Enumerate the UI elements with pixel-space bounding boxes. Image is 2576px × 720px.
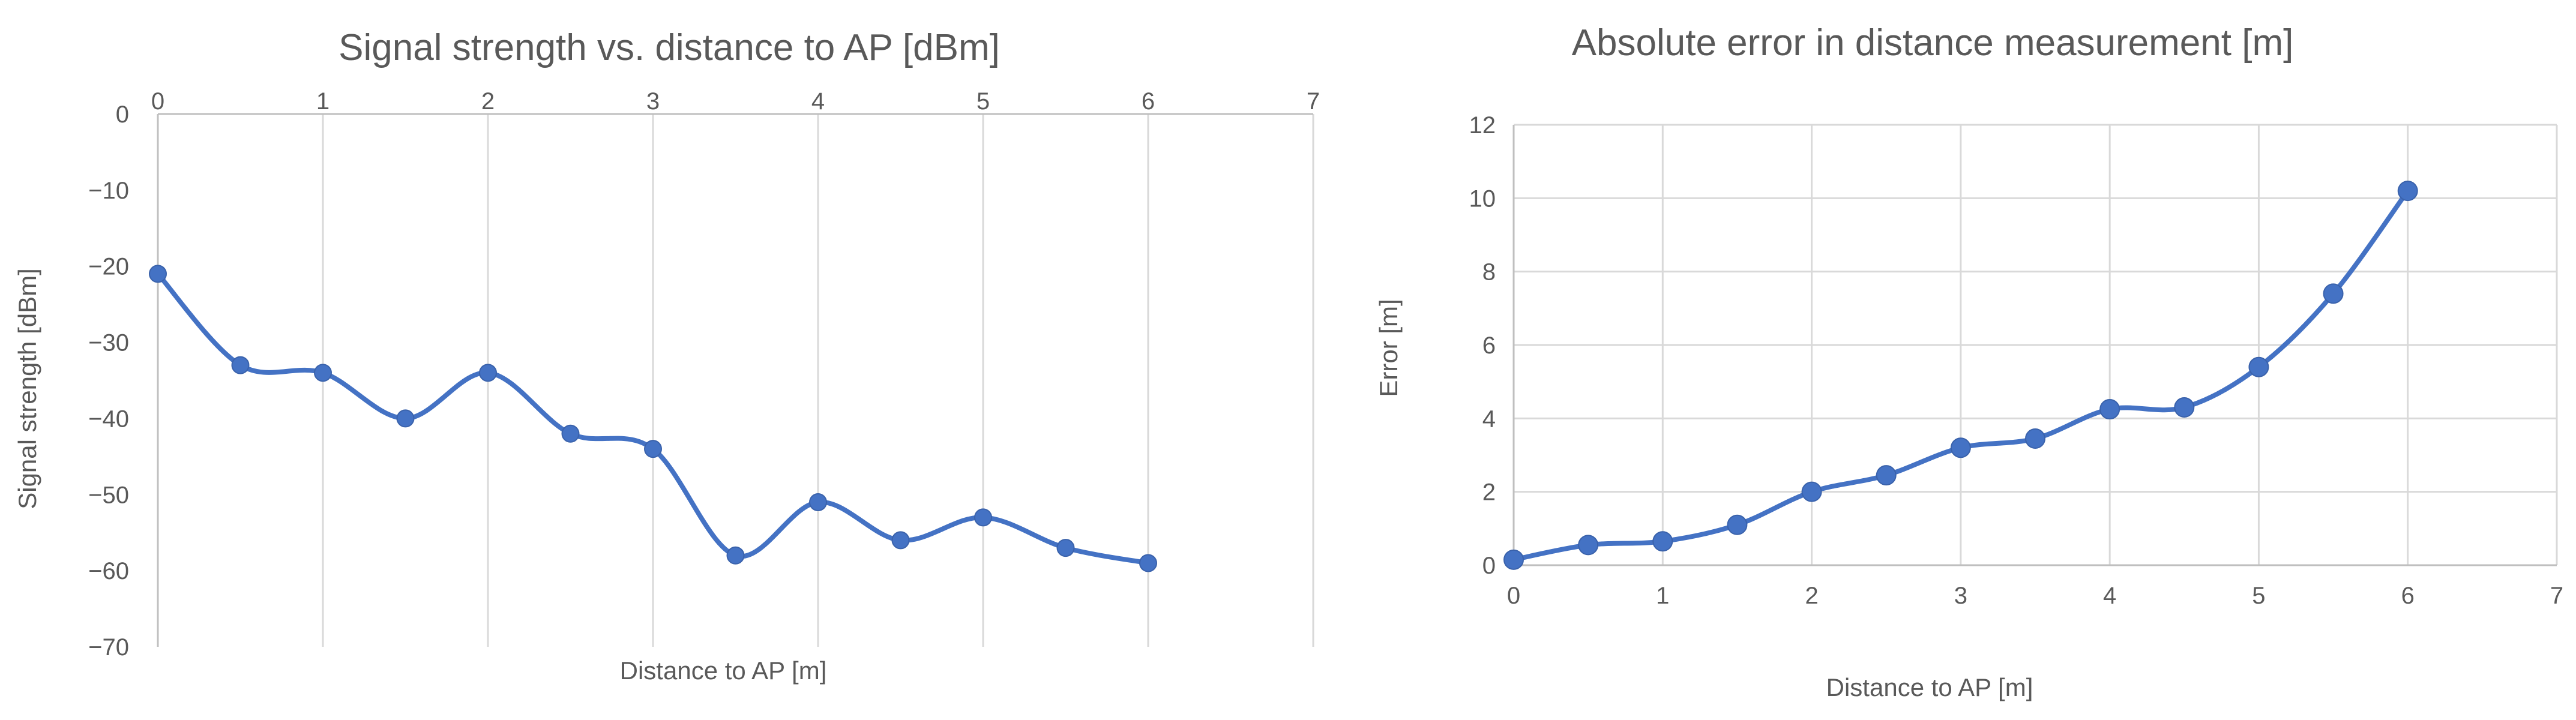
data-point bbox=[2248, 356, 2269, 377]
distance-error-chart: Absolute error in distance measurement [… bbox=[1374, 22, 2563, 701]
data-point bbox=[1950, 437, 1971, 458]
chart-title: Signal strength vs. distance to AP [dBm] bbox=[339, 27, 1000, 68]
y-tick-label: −60 bbox=[88, 558, 129, 584]
x-tick-label: 0 bbox=[151, 88, 164, 115]
data-point bbox=[809, 493, 827, 511]
data-point bbox=[1578, 535, 1599, 556]
data-point bbox=[561, 424, 580, 443]
data-point bbox=[1801, 481, 1822, 502]
x-axis-label: Distance to AP [m] bbox=[620, 656, 827, 685]
data-point bbox=[314, 364, 332, 382]
x-tick-label: 7 bbox=[1307, 88, 1320, 115]
y-axis-label: Signal strength [dBm] bbox=[13, 268, 41, 509]
x-tick-label: 3 bbox=[1954, 583, 1967, 609]
x-tick-label: 3 bbox=[646, 88, 660, 115]
x-tick-label: 5 bbox=[977, 88, 990, 115]
y-tick-label: 0 bbox=[1482, 553, 1496, 579]
y-tick-label: −10 bbox=[88, 178, 129, 204]
y-tick-label: 0 bbox=[116, 101, 129, 128]
data-point bbox=[1652, 531, 1673, 552]
data-point bbox=[1503, 549, 1524, 570]
y-tick-label: −50 bbox=[88, 482, 129, 508]
y-axis-label: Error [m] bbox=[1374, 299, 1403, 397]
x-axis-label: Distance to AP [m] bbox=[1826, 673, 2033, 701]
x-tick-label: 6 bbox=[1142, 88, 1155, 115]
x-tick-label: 4 bbox=[2103, 583, 2116, 609]
data-point bbox=[2323, 283, 2344, 304]
x-tick-label: 1 bbox=[316, 88, 330, 115]
data-point bbox=[1056, 539, 1075, 557]
data-point bbox=[1139, 554, 1157, 572]
data-point bbox=[2099, 399, 2120, 420]
data-point bbox=[2025, 428, 2045, 449]
y-tick-label: −40 bbox=[88, 406, 129, 432]
data-point bbox=[1876, 465, 1897, 486]
y-tick-label: 10 bbox=[1469, 185, 1496, 212]
x-tick-label: 1 bbox=[1656, 583, 1669, 609]
data-point bbox=[2397, 181, 2418, 202]
x-tick-label: 2 bbox=[481, 88, 495, 115]
data-point bbox=[396, 409, 415, 428]
data-point bbox=[479, 364, 497, 382]
y-tick-label: 8 bbox=[1482, 259, 1496, 286]
data-point bbox=[891, 531, 910, 550]
data-point bbox=[644, 440, 662, 458]
signal-strength-chart: Signal strength vs. distance to AP [dBm]… bbox=[13, 27, 1320, 685]
x-tick-label: 0 bbox=[1507, 583, 1520, 609]
x-tick-label: 4 bbox=[811, 88, 825, 115]
y-tick-label: 4 bbox=[1482, 406, 1496, 432]
y-tick-label: −30 bbox=[88, 330, 129, 356]
data-point bbox=[1727, 514, 1748, 535]
y-tick-label: 6 bbox=[1482, 332, 1496, 359]
data-point bbox=[149, 265, 167, 283]
y-tick-label: −20 bbox=[88, 254, 129, 280]
x-tick-label: 5 bbox=[2252, 583, 2265, 609]
y-tick-label: −70 bbox=[88, 634, 129, 661]
x-tick-label: 7 bbox=[2550, 583, 2563, 609]
y-tick-label: 12 bbox=[1469, 112, 1496, 139]
x-tick-label: 2 bbox=[1805, 583, 1818, 609]
data-point bbox=[974, 508, 992, 527]
data-point bbox=[231, 356, 250, 374]
chart-title: Absolute error in distance measurement [… bbox=[1572, 22, 2294, 64]
y-tick-label: 2 bbox=[1482, 479, 1496, 506]
data-point bbox=[2174, 397, 2195, 418]
data-point bbox=[726, 546, 745, 565]
x-tick-label: 6 bbox=[2401, 583, 2415, 609]
